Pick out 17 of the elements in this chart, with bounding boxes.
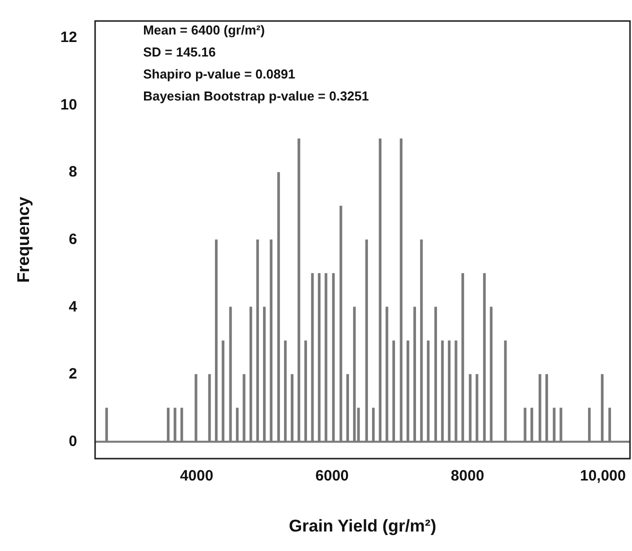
x-tick-label: 6000 (315, 468, 349, 485)
y-tick-label: 10 (60, 96, 78, 114)
y-tick-label: 4 (68, 298, 78, 316)
annotation: Bayesian Bootstrap p-value = 0.3251 (143, 88, 369, 104)
y-tick-label: 8 (68, 164, 78, 181)
annotation: Shapiro p-value = 0.0891 (143, 66, 296, 82)
y-tick-label: 6 (68, 230, 78, 248)
x-tick-label: 8000 (450, 468, 484, 485)
y-tick-label: 2 (68, 366, 78, 383)
x-axis-title: Grain Yield (gr/m²) (288, 516, 436, 536)
annotation: SD = 145.16 (143, 44, 216, 60)
y-axis-title: Frequency (14, 196, 33, 283)
annotation: Mean = 6400 (gr/m²) (143, 22, 265, 38)
y-tick-label: 12 (60, 28, 78, 46)
x-tick-label: 10,000 (580, 468, 626, 485)
y-tick-label: 0 (68, 432, 78, 450)
x-tick-label: 4000 (180, 468, 214, 485)
